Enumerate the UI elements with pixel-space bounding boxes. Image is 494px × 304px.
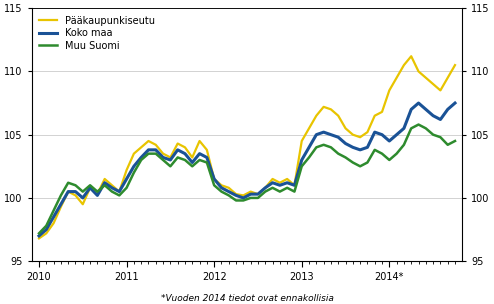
Pääkaupunkiseutu (36, 237, 42, 240)
Koko maa (36, 234, 42, 238)
Muu Suomi (313, 146, 319, 149)
Line: Pääkaupunkiseutu: Pääkaupunkiseutu (39, 56, 455, 238)
Line: Muu Suomi: Muu Suomi (39, 125, 455, 233)
Koko maa (438, 118, 444, 121)
Pääkaupunkiseutu (138, 146, 144, 149)
Muu Suomi (386, 158, 392, 162)
Muu Suomi (438, 135, 444, 139)
Koko maa (452, 101, 458, 105)
Line: Koko maa: Koko maa (39, 103, 455, 236)
Muu Suomi (131, 171, 137, 174)
Pääkaupunkiseutu (386, 88, 392, 92)
Pääkaupunkiseutu (452, 63, 458, 67)
Koko maa (131, 164, 137, 168)
Pääkaupunkiseutu (342, 126, 348, 130)
Pääkaupunkiseutu (438, 88, 444, 92)
Koko maa (313, 133, 319, 136)
Koko maa (386, 139, 392, 143)
Pääkaupunkiseutu (408, 54, 414, 58)
Pääkaupunkiseutu (131, 152, 137, 155)
Legend: Pääkaupunkiseutu, Koko maa, Muu Suomi: Pääkaupunkiseutu, Koko maa, Muu Suomi (37, 13, 158, 54)
Muu Suomi (36, 232, 42, 235)
Pääkaupunkiseutu (313, 114, 319, 118)
Text: *Vuoden 2014 tiedot ovat ennakollisia: *Vuoden 2014 tiedot ovat ennakollisia (161, 294, 333, 303)
Koko maa (342, 142, 348, 145)
Muu Suomi (452, 139, 458, 143)
Muu Suomi (415, 123, 421, 126)
Koko maa (138, 156, 144, 159)
Muu Suomi (138, 158, 144, 162)
Muu Suomi (342, 156, 348, 159)
Koko maa (415, 101, 421, 105)
